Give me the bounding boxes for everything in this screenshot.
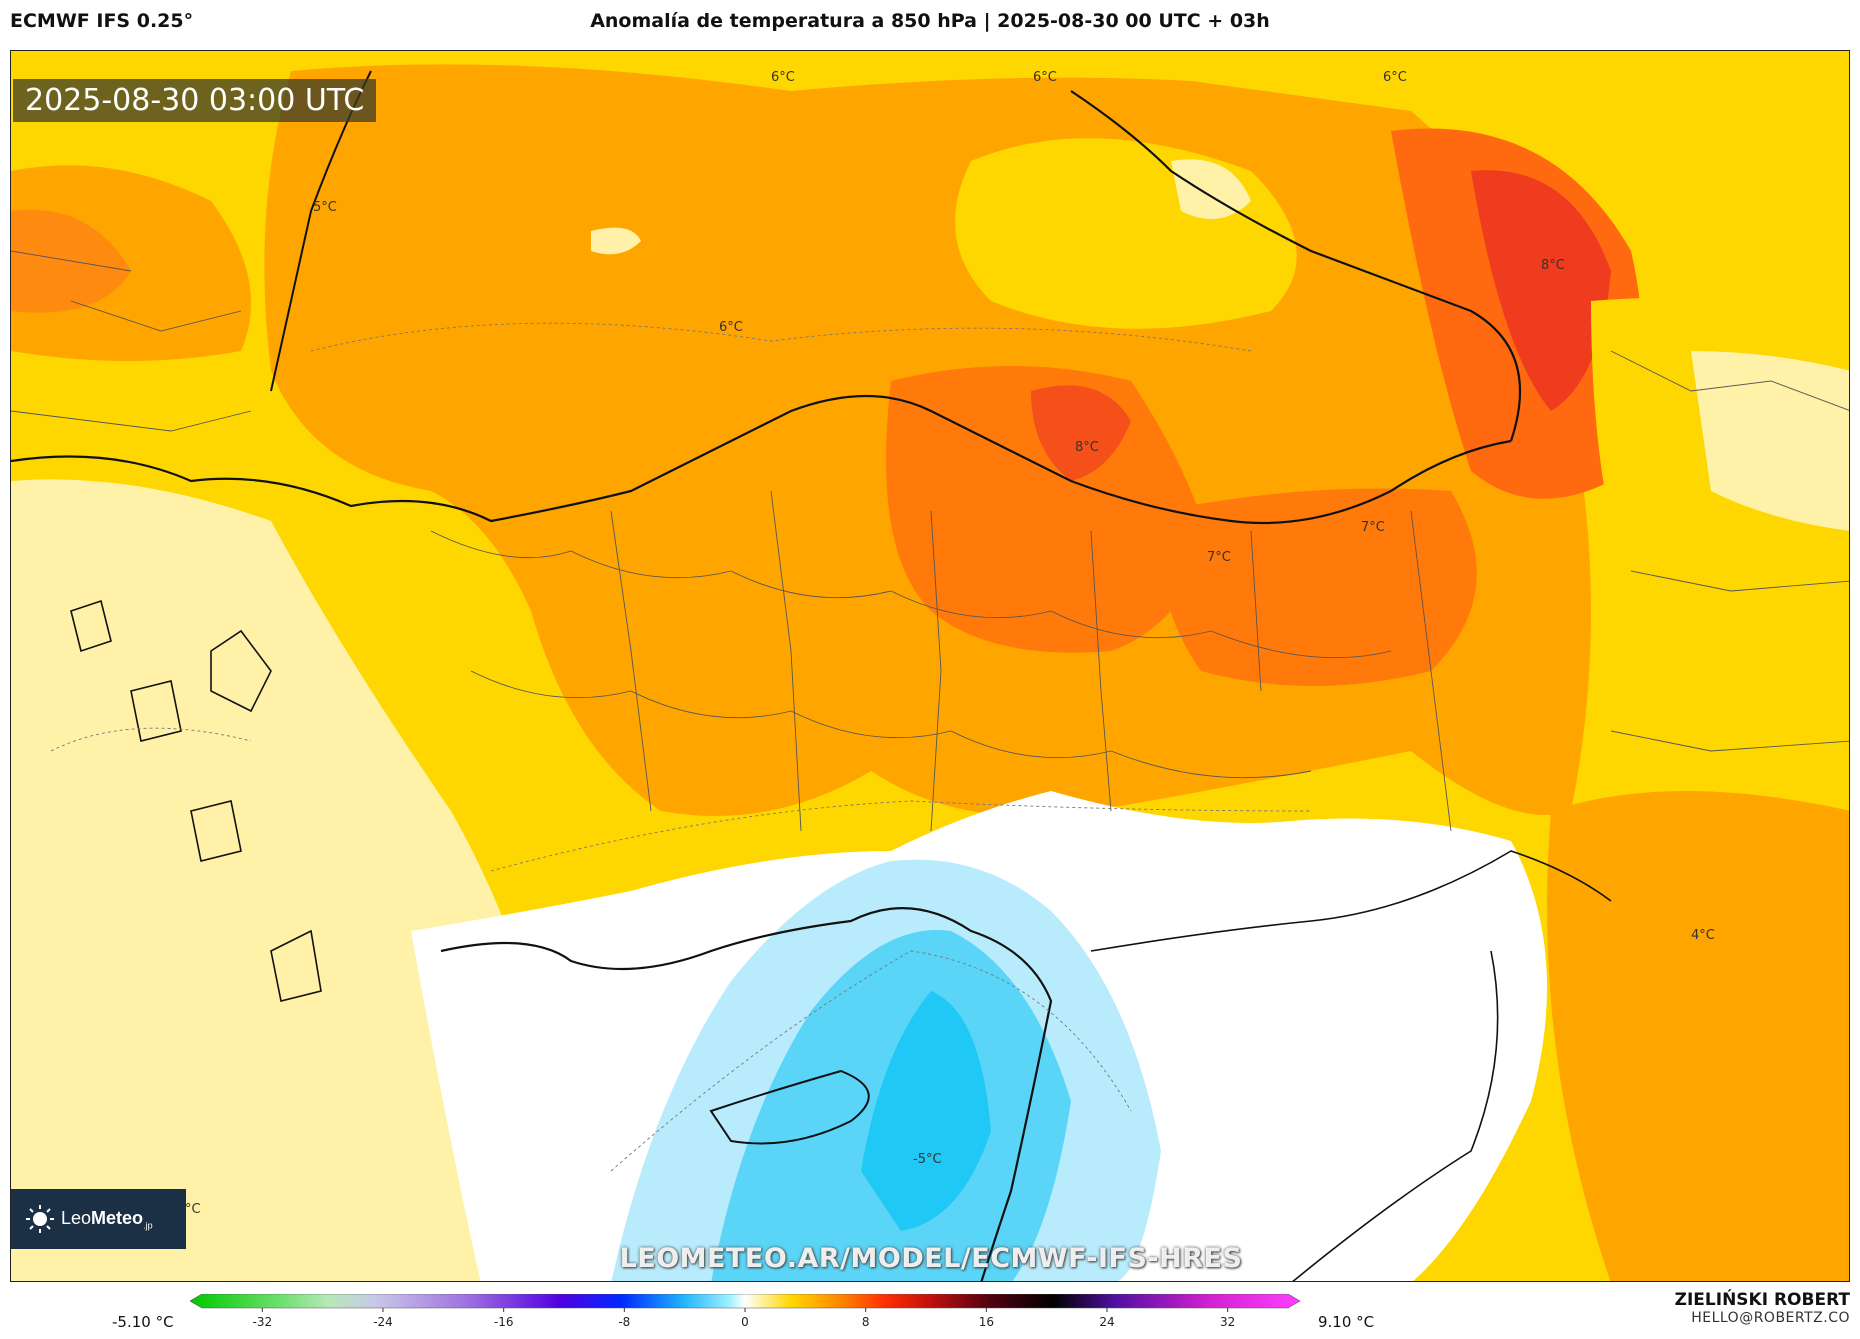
site-watermark: LEOMETEO.AR/MODEL/ECMWF-IFS-HRES — [619, 1243, 1243, 1274]
pale-field-west — [11, 479, 571, 1281]
colorbar-tick-label: 16 — [979, 1315, 994, 1329]
coastline-northeast — [1070, 90, 1522, 442]
valid-time-badge: 2025-08-30 03:00 UTC — [13, 79, 377, 122]
colorbar: -5.10 °C -32 -24 -16 -8 0 8 16 24 32 9.10 °C — [0, 1290, 1860, 1339]
contour-label: 5°C — [313, 200, 337, 215]
deep-orange-east — [1159, 488, 1477, 686]
contour-label: °C — [185, 1202, 201, 1217]
pale-east — [1691, 351, 1849, 531]
contour-label: 7°C — [1361, 520, 1385, 535]
map-panel[interactable]: 6°C 6°C 6°C 5°C 6°C 8°C 8°C 7°C 7°C 4°C … — [10, 50, 1850, 1282]
admin-borders — [11, 250, 1849, 832]
colorbar-tick-label: 32 — [1220, 1315, 1235, 1329]
contour-label: 8°C — [1075, 440, 1099, 455]
colorbar-tick-label: -16 — [494, 1315, 514, 1329]
colorbar-scale: -32 -24 -16 -8 0 8 16 24 32 — [190, 1294, 1301, 1329]
author-name: ZIELIŃSKI ROBERT — [1674, 1290, 1850, 1310]
logo-wordmark: LeoMeteo.jp — [61, 1207, 153, 1231]
red-northeast — [1471, 170, 1611, 411]
sun-icon — [26, 1205, 54, 1233]
colorbar-tick-label: -24 — [373, 1315, 393, 1329]
red-central — [1031, 385, 1131, 481]
contour-label: 6°C — [771, 70, 795, 85]
model-name: ECMWF IFS 0.25° — [10, 10, 194, 32]
orange-northwest — [11, 165, 251, 361]
border-southeast — [1292, 950, 1499, 1281]
contour-label: 6°C — [1383, 70, 1407, 85]
colorbar-tick-label: 8 — [862, 1315, 870, 1329]
contour-label: -5°C — [913, 1152, 942, 1167]
map-title: Anomalía de temperatura a 850 hPa | 2025… — [590, 10, 1270, 32]
colorbar-tick-label: -32 — [253, 1315, 273, 1329]
colorbar-min-label: -5.10 °C — [112, 1313, 174, 1331]
coastline-north — [11, 394, 1512, 525]
deep-blue-core — [861, 991, 991, 1231]
colorbar-tick-label: 24 — [1099, 1315, 1114, 1329]
coastline-south — [440, 907, 1053, 1281]
contour-label: 7°C — [1207, 550, 1231, 565]
colorbar-tick-label: -8 — [618, 1315, 630, 1329]
orange-southeast — [1547, 791, 1849, 1281]
colorbar-gradient — [190, 1294, 1301, 1309]
contour-label: 8°C — [1541, 258, 1565, 273]
author-credit: ZIELIŃSKI ROBERT HELLO@ROBERTZ.CO — [1675, 1290, 1850, 1326]
temperature-anomaly-map[interactable]: 6°C 6°C 6°C 5°C 6°C 8°C 8°C 7°C 7°C 4°C … — [11, 51, 1850, 1282]
colorbar-max-label: 9.10 °C — [1318, 1313, 1375, 1331]
border-south — [1090, 850, 1612, 952]
deep-orange-central — [886, 366, 1211, 653]
colorbar-tick-label: 0 — [741, 1315, 749, 1329]
author-email[interactable]: HELLO@ROBERTZ.CO — [1691, 1310, 1850, 1326]
contour-label: 4°C — [1691, 928, 1715, 943]
contour-label: 6°C — [1033, 70, 1057, 85]
pale-spot — [591, 227, 641, 255]
cyprus-outline — [709, 1069, 870, 1145]
aegean-islands — [70, 599, 322, 1002]
contour-label: 6°C — [719, 320, 743, 335]
leometeo-logo[interactable]: LeoMeteo.jp — [11, 1189, 186, 1249]
pale-north — [1171, 159, 1251, 219]
contour-lines — [50, 322, 1312, 1172]
